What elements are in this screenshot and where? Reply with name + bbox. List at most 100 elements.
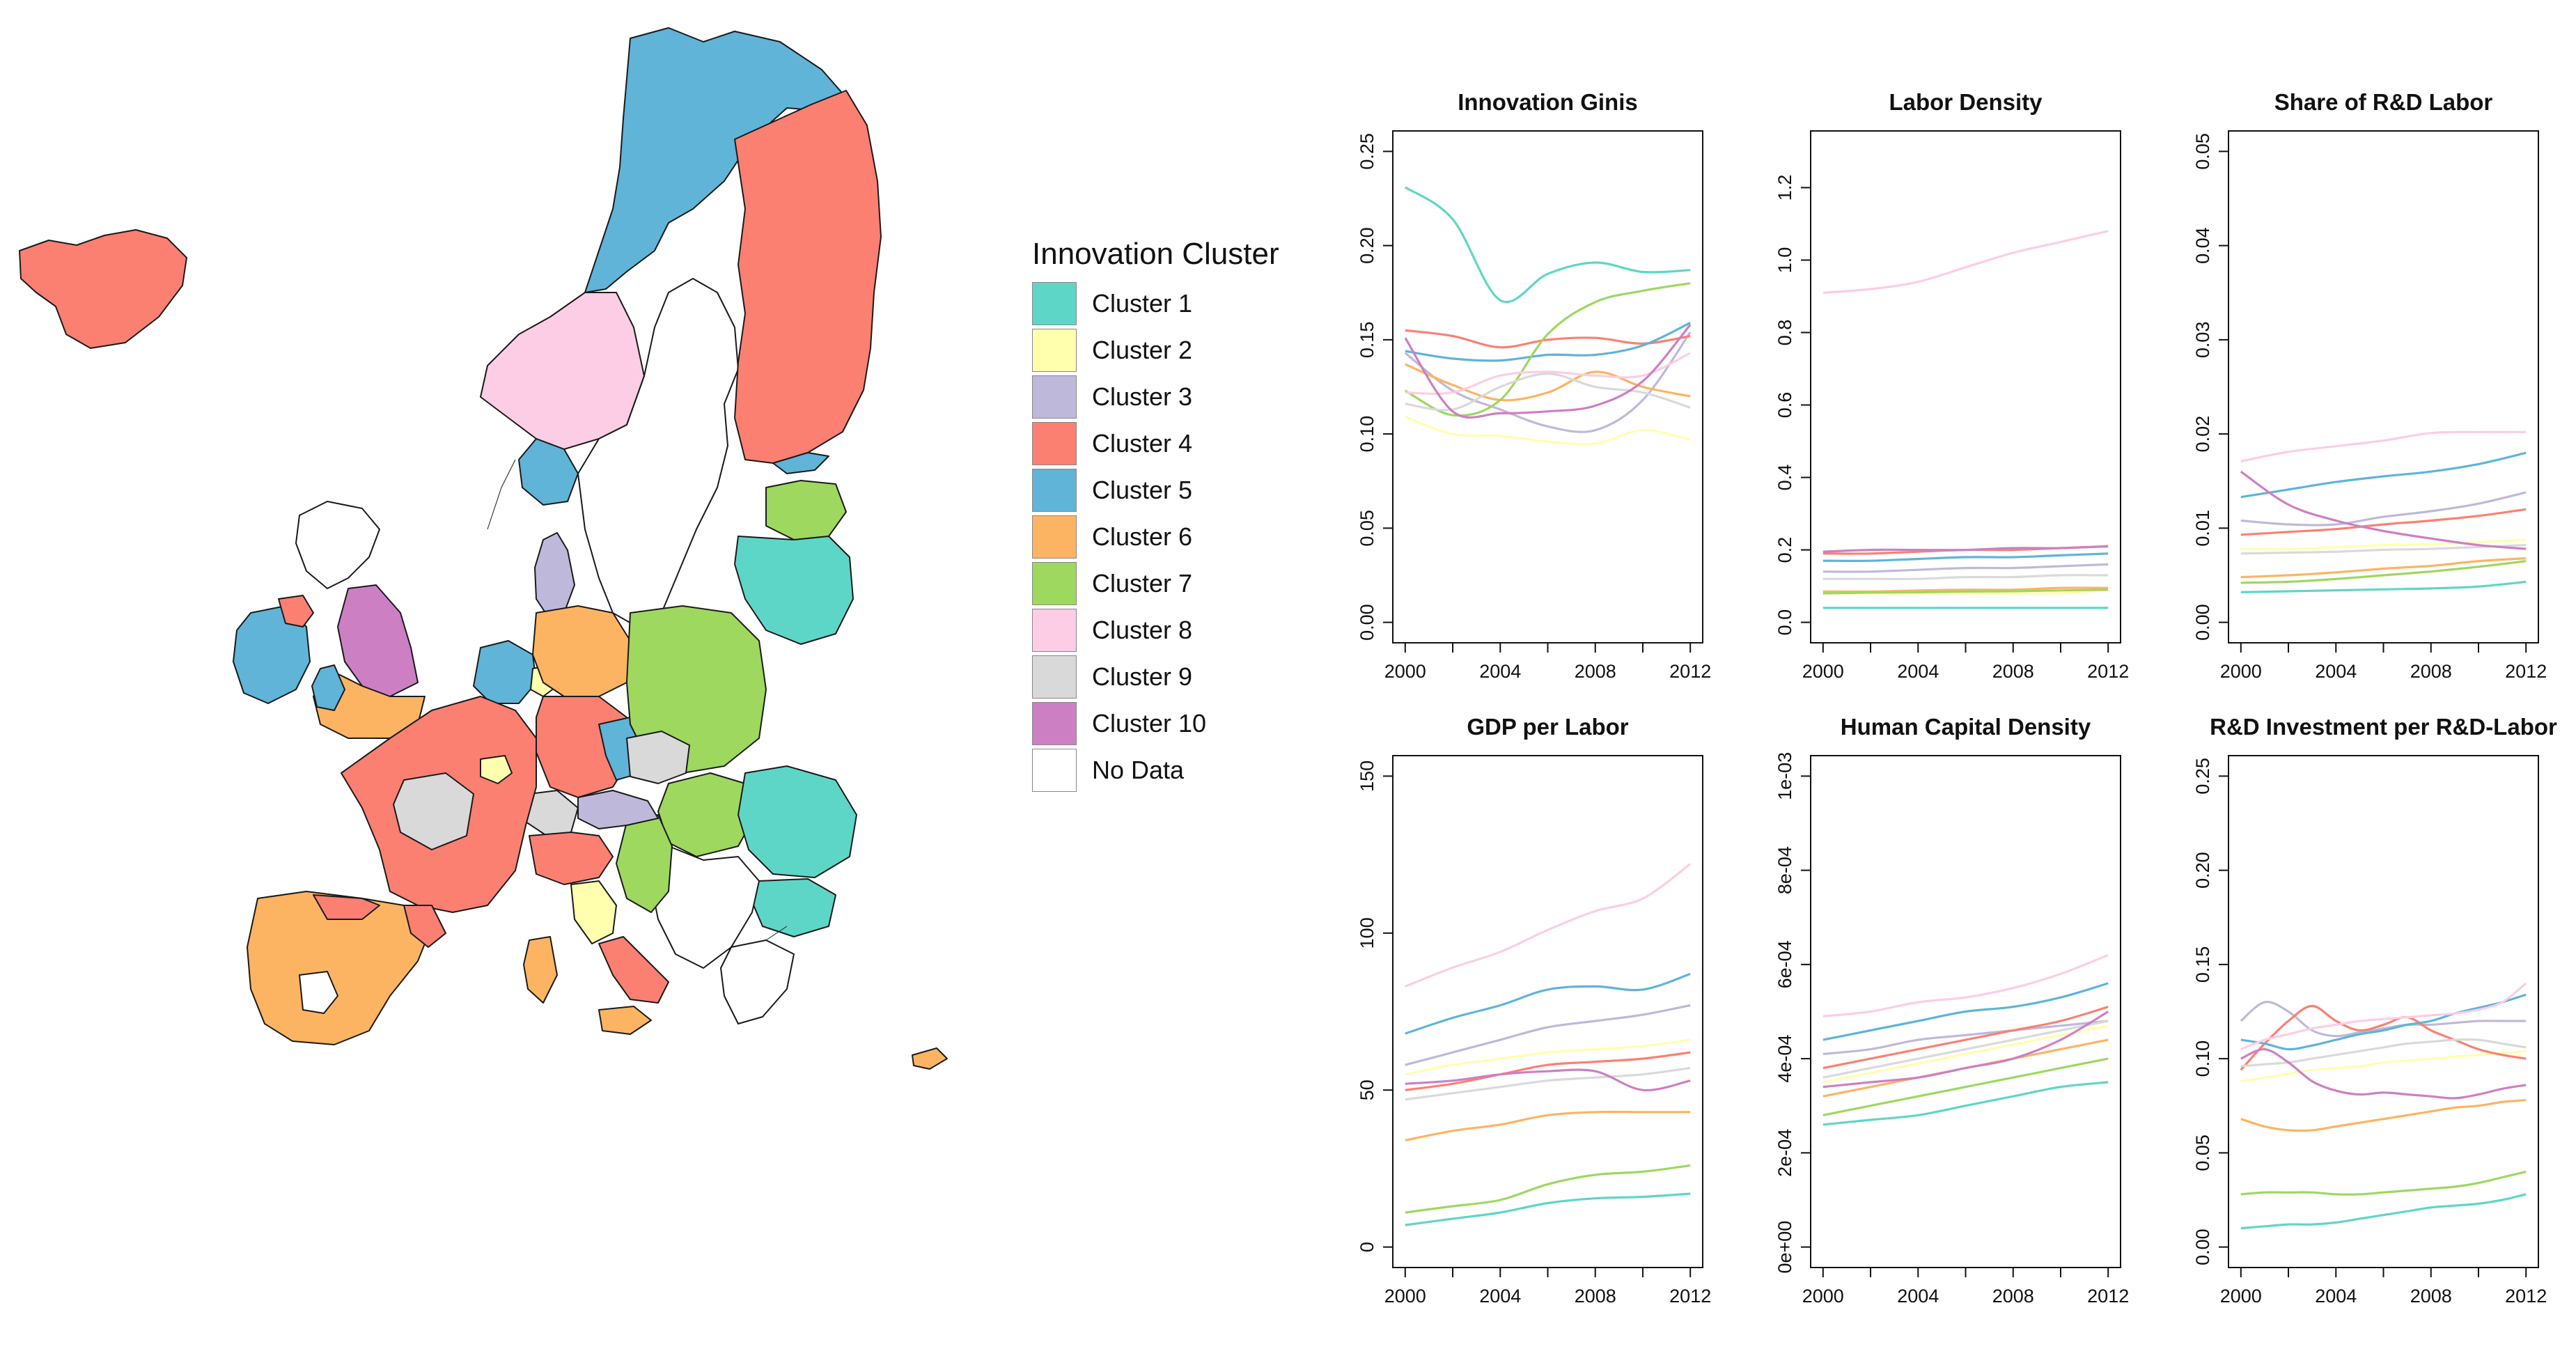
series-line-cluster-4 <box>1405 1051 1691 1091</box>
y-tick-label: 6e-04 <box>1774 940 1795 988</box>
legend-swatch <box>1032 281 1077 325</box>
region-scotland <box>295 501 380 589</box>
chart-panel: R&D Investment per R&D-Labor 2000 2004 2008… <box>2192 714 2557 1307</box>
series-line-cluster-9 <box>1822 1020 2109 1079</box>
series-line-cluster-5 <box>1405 322 1691 362</box>
region-england-north <box>337 584 419 697</box>
series-line-cluster-9 <box>1405 372 1691 412</box>
region-sicily <box>598 1006 652 1035</box>
series-line-cluster-3 <box>1822 563 2109 573</box>
series-line-cluster-5 <box>2240 451 2527 499</box>
series-line-cluster-8 <box>2240 982 2527 1051</box>
x-tick-label: 2000 <box>2220 1286 2262 1307</box>
series-line-cluster-1 <box>2240 1193 2527 1230</box>
y-tick-label: 0.00 <box>2192 1229 2213 1265</box>
series-line-cluster-4 <box>1405 329 1691 349</box>
legend-swatch <box>1032 655 1077 699</box>
region-spain-north <box>313 894 380 920</box>
series-line-cluster-2 <box>2240 538 2527 550</box>
x-tick-label: 2012 <box>2505 1286 2547 1307</box>
region-norway-north <box>584 27 847 293</box>
y-tick-label: 0.04 <box>2192 227 2213 264</box>
region-germany-south <box>536 696 631 798</box>
x-tick-label: 2012 <box>2505 661 2547 682</box>
legend-swatch <box>1032 608 1077 652</box>
region-brittany <box>480 755 513 784</box>
series-line-cluster-8 <box>1405 863 1692 988</box>
legend-label: Cluster 7 <box>1092 568 1193 598</box>
region-romania <box>737 765 857 878</box>
legend-swatch <box>1032 375 1077 419</box>
x-tick-label: 2008 <box>1575 1286 1616 1307</box>
region-wales <box>311 664 345 711</box>
region-germany-north <box>532 605 631 697</box>
series-line-cluster-7 <box>1822 588 2109 595</box>
region-n-ireland <box>278 595 314 627</box>
chart-panel: Share of R&D Labor 2000 2004 2008 2012 0.00 0.… <box>2192 89 2547 682</box>
region-croatia <box>616 814 673 913</box>
region-sardinia <box>523 936 558 1004</box>
region-iceland <box>19 229 187 349</box>
x-tick-label: 2008 <box>2410 1286 2452 1307</box>
region-sweden <box>577 278 739 627</box>
series-line-cluster-6 <box>2240 1099 2527 1132</box>
series-line-cluster-6 <box>1405 363 1691 402</box>
x-tick-label: 2004 <box>1479 1286 1521 1307</box>
x-tick-label: 2000 <box>1802 661 1844 682</box>
y-tick-label: 0.03 <box>2192 322 2213 359</box>
y-tick-label: 0.05 <box>2192 1134 2213 1171</box>
region-benelux <box>473 640 537 704</box>
x-tick-label: 2004 <box>1897 661 1939 682</box>
series-line-cluster-5 <box>1405 972 1691 1035</box>
series-line-cluster-8 <box>1822 953 2109 1017</box>
chart-panel: Labor Density 2000 2004 2008 2012 0.0 0.2 0.4 0.… <box>1774 89 2129 682</box>
y-tick-label: 0.4 <box>1774 465 1795 491</box>
plot-frame <box>2228 755 2539 1268</box>
region-oslo <box>518 438 579 506</box>
series-line-cluster-4 <box>2240 508 2527 536</box>
legend-swatch <box>1032 421 1077 465</box>
x-tick-label: 2008 <box>1992 661 2034 682</box>
region-italy-south <box>598 936 669 1004</box>
series-line-cluster-1 <box>1822 1081 2109 1126</box>
region-finland-coast <box>772 452 829 474</box>
series-line-cluster-9 <box>2240 544 2527 555</box>
x-tick-label: 2004 <box>1897 1286 1939 1307</box>
y-tick-label: 0.10 <box>1357 416 1377 453</box>
legend-label: Cluster 6 <box>1092 522 1193 551</box>
legend-title: Innovation Cluster <box>1032 237 1279 271</box>
y-tick-label: 100 <box>1357 917 1377 949</box>
region-austria <box>577 790 659 829</box>
legend-items: Cluster 1 Cluster 2 Cluster 3 Cluster 4 Clus… <box>1032 280 1297 793</box>
y-tick-label: 1.0 <box>1774 247 1795 274</box>
series-line-cluster-6 <box>1405 1110 1691 1141</box>
series-line-cluster-10 <box>2240 470 2527 550</box>
europe-cluster-map <box>19 27 948 1070</box>
series-line-cluster-10 <box>1822 1011 2109 1089</box>
x-tick-label: 2004 <box>2315 1286 2357 1307</box>
region-finland <box>734 90 882 464</box>
series-line-cluster-3 <box>1404 332 1692 433</box>
region-italy-north <box>529 832 614 885</box>
chart-title: Labor Density <box>1889 89 2043 115</box>
series-line-cluster-7 <box>1822 1057 2109 1116</box>
x-tick-label: 2000 <box>1384 1286 1426 1307</box>
series-line-cluster-9 <box>1405 1067 1691 1101</box>
chart-title: R&D Investment per R&D-Labor <box>2210 714 2557 740</box>
legend-swatch <box>1032 328 1077 372</box>
legend-item: Cluster 1 <box>1032 280 1297 327</box>
legend-item: Cluster 6 <box>1032 513 1297 560</box>
y-tick-label: 0.20 <box>1357 227 1377 264</box>
chart-title: GDP per Labor <box>1467 714 1628 740</box>
legend-label: Cluster 3 <box>1092 382 1193 411</box>
y-tick-label: 150 <box>1357 761 1377 792</box>
series-line-cluster-3 <box>2240 1001 2527 1038</box>
series-line-cluster-7 <box>1405 282 1691 417</box>
series-line-cluster-9 <box>1822 574 2109 580</box>
region-spain-northeast <box>403 905 446 948</box>
series-line-cluster-2 <box>2240 1050 2527 1083</box>
legend-item: No Data <box>1032 747 1297 793</box>
y-tick-label: 0.15 <box>2192 946 2213 983</box>
series-line-cluster-2 <box>1405 1038 1691 1076</box>
